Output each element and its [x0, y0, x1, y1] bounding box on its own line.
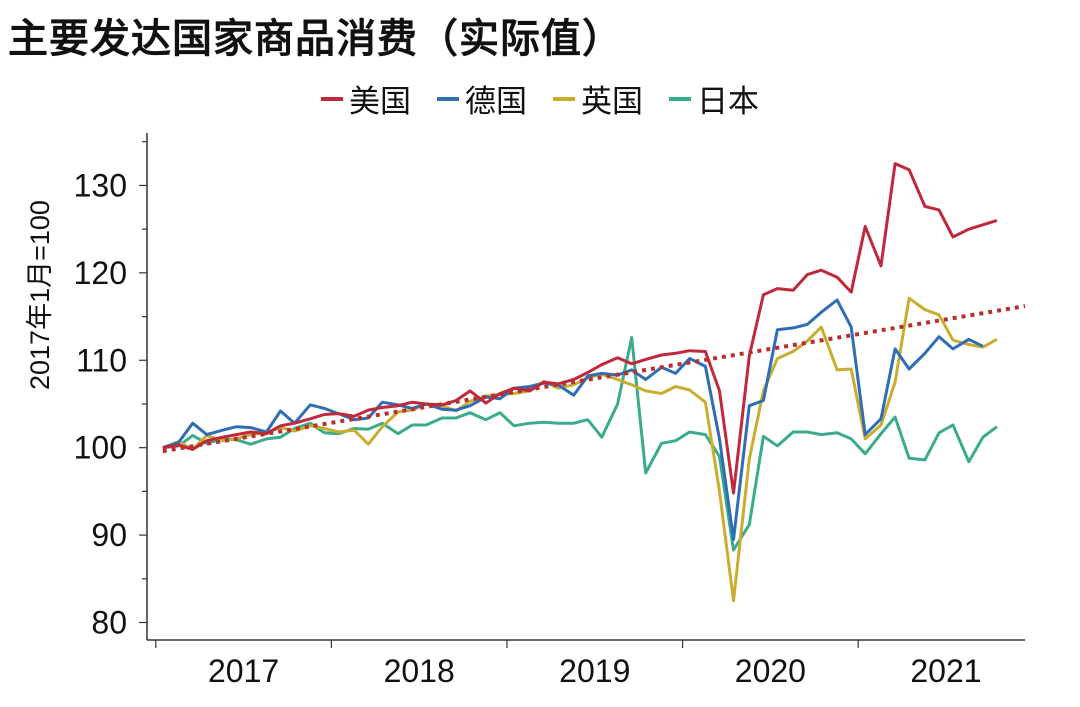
y-tick-label: 110 [76, 342, 127, 378]
legend-item-jp: 日本 [669, 76, 759, 121]
legend-label-jp: 日本 [697, 84, 759, 120]
series-line-jp [162, 336, 998, 552]
x-tick-label: 2017 [208, 653, 279, 689]
x-tick-label: 2019 [559, 653, 630, 689]
y-tick-label: 90 [91, 517, 127, 553]
legend-label-de: 德国 [465, 84, 527, 120]
series-line-us [162, 162, 998, 495]
x-tick-label: 2018 [384, 653, 455, 689]
legend-item-de: 德国 [437, 76, 527, 121]
series-line-uk [162, 296, 998, 603]
legend-label-uk: 英国 [581, 84, 643, 120]
legend-swatch-jp [669, 96, 691, 101]
series-line-de [162, 298, 984, 541]
x-tick-label: 2021 [910, 653, 981, 689]
y-tick-label: 100 [74, 430, 127, 466]
legend-item-us: 美国 [321, 76, 411, 121]
legend-swatch-de [437, 96, 459, 101]
legend-label-us: 美国 [349, 84, 411, 120]
chart-title: 主要发达国家商品消费（实际值） [8, 15, 623, 62]
legend-swatch-uk [553, 96, 575, 101]
legend-item-uk: 英国 [553, 76, 643, 121]
chart-legend: 美国 德国 英国 日本 [0, 76, 1080, 121]
y-tick-label: 130 [74, 167, 127, 203]
legend-swatch-us [321, 96, 343, 101]
x-tick-label: 2020 [735, 653, 806, 689]
y-tick-label: 120 [74, 255, 127, 291]
trend-line [162, 304, 1026, 454]
y-tick-label: 80 [91, 605, 127, 641]
